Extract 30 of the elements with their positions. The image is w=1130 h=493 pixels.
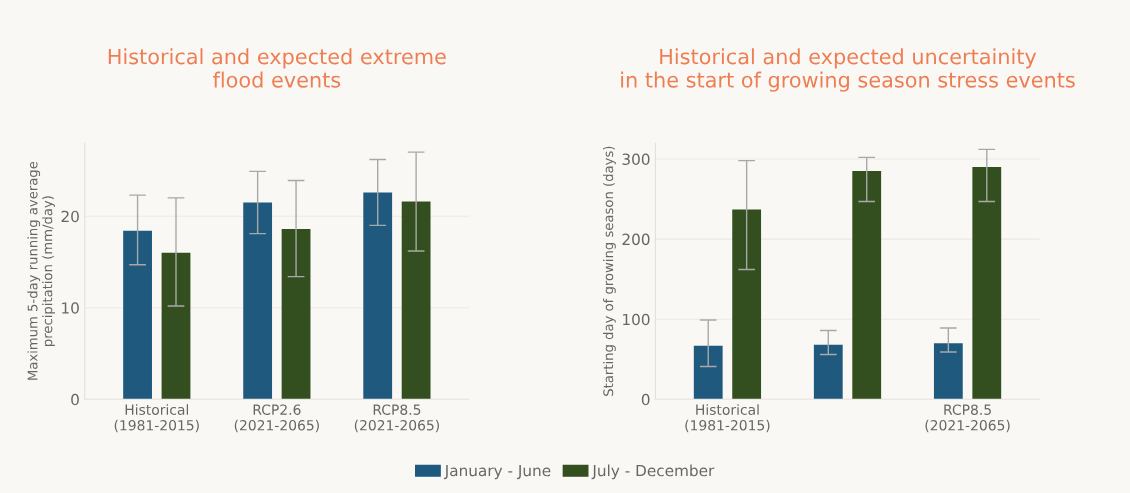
- y-tick-label: 0: [641, 393, 650, 406]
- x-tick-label: Historical (1981-2015): [114, 404, 199, 433]
- y-tick-label: 200: [622, 233, 650, 246]
- x-tick-label: RCP8.5 (2021-2065): [354, 404, 439, 433]
- bar: [363, 192, 393, 400]
- legend-label: January - June: [443, 464, 551, 480]
- bar: [852, 171, 882, 400]
- y-tick-label: 20: [61, 210, 79, 223]
- x-tick-label: Historical (1981-2015): [685, 404, 770, 433]
- bar: [732, 209, 762, 400]
- y-axis-title: Maximum 5-day running average precipitation (mm/day): [27, 161, 55, 380]
- x-tick-label: RCP2.6 (2021-2065): [234, 404, 319, 433]
- bar: [281, 229, 311, 400]
- y-tick-label: 0: [71, 393, 79, 406]
- y-axis-title: Starting day of growing season (days): [603, 146, 616, 396]
- legend-label: July - December: [591, 464, 715, 480]
- y-tick-label: 100: [623, 313, 650, 326]
- bar: [813, 344, 843, 400]
- bar: [693, 345, 723, 400]
- bar: [123, 230, 152, 400]
- x-tick-label: RCP8.5 (2021-2065): [925, 404, 1010, 433]
- bar: [933, 343, 963, 400]
- bar: [972, 167, 1002, 400]
- bar: [243, 202, 273, 400]
- bar: [161, 252, 191, 400]
- y-tick-label: 10: [62, 302, 79, 314]
- y-tick-label: 300: [622, 153, 650, 166]
- bar: [401, 201, 431, 400]
- chart-title: Historical and expected extreme flood events: [108, 48, 446, 88]
- chart-title: Historical and expected uncertainity in the start of growing season stress events: [621, 48, 1075, 92]
